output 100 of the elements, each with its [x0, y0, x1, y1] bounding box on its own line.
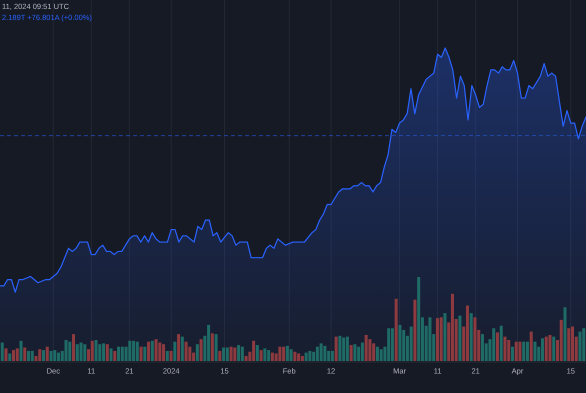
bar [117, 346, 120, 361]
bar [357, 346, 360, 361]
bar [158, 342, 162, 361]
bar [458, 316, 462, 361]
bar [170, 350, 173, 361]
bar [293, 352, 296, 361]
bar [413, 300, 416, 361]
bar [450, 294, 454, 361]
bar [83, 344, 86, 361]
bar [394, 298, 398, 361]
bar [480, 334, 484, 361]
bar [80, 342, 83, 361]
bar [267, 350, 270, 361]
bar [286, 346, 289, 361]
bar [578, 332, 582, 361]
bar [252, 340, 256, 361]
bar [500, 326, 503, 361]
bar [147, 342, 150, 361]
bar [0, 342, 4, 361]
bar [12, 350, 16, 361]
bar [50, 350, 53, 361]
bar [548, 334, 552, 361]
bar [233, 348, 236, 361]
bar [38, 349, 42, 361]
bar [346, 336, 349, 361]
bar [27, 350, 30, 361]
bar [210, 333, 214, 361]
bar [68, 342, 72, 361]
bar [120, 346, 124, 361]
bar [240, 346, 244, 361]
bar [380, 349, 383, 361]
bar [297, 353, 300, 361]
bar [308, 350, 312, 361]
bar [140, 346, 143, 361]
bar [350, 345, 353, 361]
bar [368, 339, 372, 361]
bar [23, 348, 26, 361]
bar [20, 340, 23, 361]
bar [518, 342, 522, 361]
bar [560, 320, 563, 361]
bar [544, 336, 548, 361]
bar [507, 340, 510, 361]
bar [4, 348, 8, 361]
bar [237, 345, 240, 361]
bar [214, 334, 218, 361]
bar [522, 342, 526, 361]
bar [443, 313, 446, 361]
bar [207, 324, 210, 361]
bar [323, 346, 326, 361]
bar [330, 350, 334, 361]
bar [282, 346, 286, 361]
bar [533, 342, 536, 361]
bar [196, 344, 199, 361]
bar [30, 350, 34, 361]
bar [278, 346, 282, 361]
bar [582, 328, 586, 361]
bar [16, 348, 19, 361]
bar [263, 348, 266, 361]
bar [46, 346, 49, 361]
bar [94, 340, 98, 361]
bar [166, 350, 169, 361]
bar [270, 352, 274, 361]
bar [440, 317, 443, 361]
bar [387, 328, 390, 361]
bar [177, 334, 180, 361]
bar [290, 349, 293, 361]
bar [64, 340, 68, 361]
bar [200, 339, 203, 361]
bar [372, 343, 376, 361]
bar [162, 344, 166, 361]
bar [110, 348, 113, 361]
bar [353, 344, 356, 361]
bar [173, 342, 176, 361]
bar [563, 307, 566, 361]
bar [334, 336, 338, 361]
bar [466, 306, 469, 361]
bar [364, 334, 368, 361]
bar [514, 342, 518, 361]
bar [338, 336, 342, 361]
bar [154, 339, 158, 361]
bar [143, 346, 146, 361]
bar [552, 336, 556, 361]
bar [360, 342, 364, 361]
bar [184, 342, 188, 361]
bar [540, 338, 544, 361]
bar [342, 337, 346, 361]
bar [98, 344, 102, 361]
bar [376, 346, 379, 361]
bar [53, 350, 56, 361]
bar [8, 353, 12, 361]
bar [417, 277, 420, 361]
bar [106, 344, 109, 361]
bar [256, 345, 259, 361]
bar [410, 326, 413, 361]
bar [510, 346, 514, 361]
bar [320, 343, 323, 361]
bar [470, 313, 473, 361]
bar [503, 336, 506, 361]
bar [76, 344, 79, 361]
bar [496, 332, 499, 361]
